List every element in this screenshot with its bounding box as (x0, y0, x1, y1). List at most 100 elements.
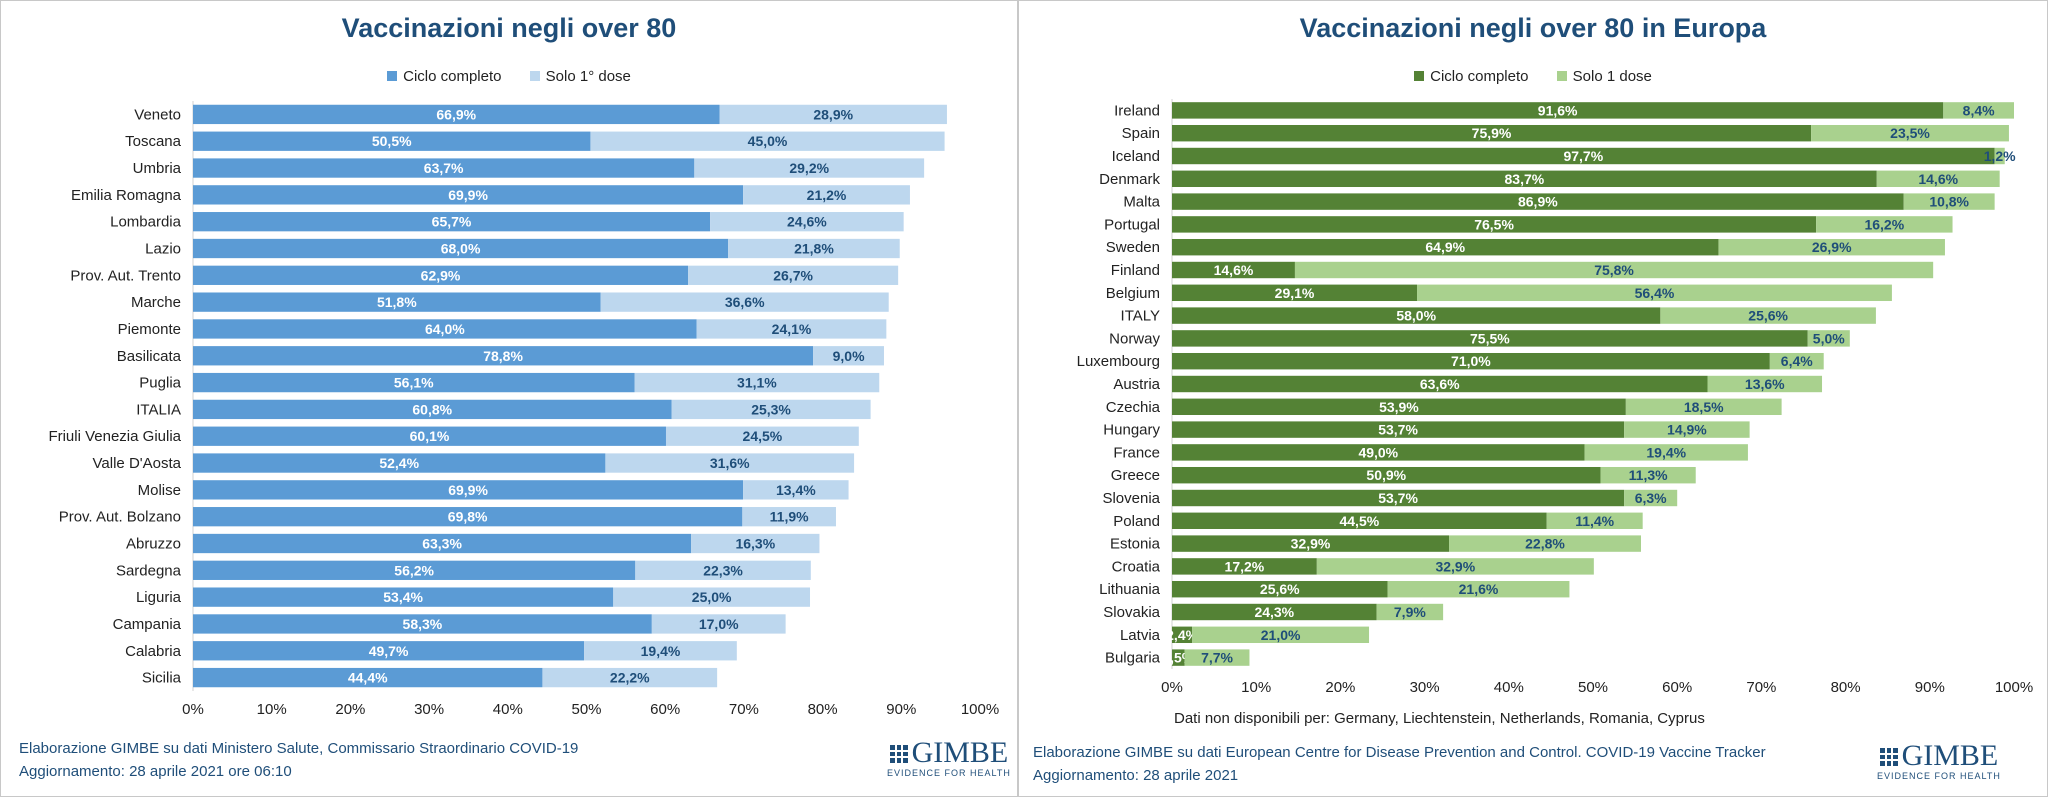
category-label-calabria: Calabria (125, 643, 182, 660)
chart-legend: Ciclo completo Solo 1 dose (1019, 68, 2047, 85)
data-label-solo-1-dose-bulgaria: 7,7% (1201, 650, 1233, 666)
data-label-solo-1-dose-hungary: 14,9% (1667, 422, 1707, 438)
bar-ciclo-completo-norway (1172, 330, 1808, 347)
bar-solo-1-dose-prov-aut-trento (688, 265, 899, 285)
x-tick-label: 60% (650, 701, 680, 718)
x-tick-label: 90% (886, 701, 916, 718)
category-label-latvia: Latvia (1120, 627, 1161, 644)
footer-update: Aggiornamento: 28 aprile 2021 (1033, 767, 1239, 784)
bar-solo-1-dose-piemonte (696, 319, 887, 339)
category-label-sardegna: Sardegna (116, 562, 182, 579)
bar-solo-1-dose-marche (600, 292, 889, 312)
data-label-solo-1-dose-friuli-venezia-giulia: 24,5% (743, 428, 783, 444)
data-label-solo-1-dose-luxembourg: 6,4% (1781, 353, 1813, 369)
bar-ciclo-completo-iceland (1172, 147, 1995, 165)
data-label-solo-1-dose-sicilia: 22,2% (610, 670, 650, 686)
bar-ciclo-completo-france (1172, 444, 1585, 461)
category-label-veneto: Veneto (134, 106, 181, 123)
bar-solo-1-dose-norway (1807, 330, 1850, 347)
bar-solo-1-dose-italia (671, 399, 871, 420)
bar-ciclo-completo-prov-aut-trento (193, 265, 689, 285)
bar-ciclo-completo-friuli-venezia-giulia (193, 426, 666, 446)
category-label-slovakia: Slovakia (1103, 604, 1160, 621)
data-label-ciclo-completo-ireland: 91,6% (1538, 102, 1578, 118)
bar-solo-1-dose-latvia (1192, 626, 1370, 644)
x-tick-label: 20% (335, 701, 365, 718)
category-label-basilicata: Basilicata (117, 348, 182, 365)
x-tick-label: 60% (1662, 679, 1692, 696)
bar-ciclo-completo-latvia (1172, 626, 1193, 644)
bar-ciclo-completo-portugal (1172, 216, 1817, 233)
data-label-ciclo-completo-croatia: 17,2% (1225, 558, 1265, 574)
bar-solo-1-dose-toscana (590, 131, 945, 151)
legend-label: Solo 1 dose (1572, 68, 1652, 85)
bar-solo-1-dose-liguria (613, 587, 811, 607)
data-label-ciclo-completo-campania: 58,3% (403, 616, 443, 632)
category-label-umbria: Umbria (133, 160, 182, 177)
bar-solo-1-dose-malta (1903, 193, 1995, 210)
data-label-solo-1-dose-valle-d-aosta: 31,6% (710, 455, 750, 471)
bar-solo-1-dose-croatia (1316, 558, 1594, 575)
bar-solo-1-dose-basilicata (813, 346, 884, 366)
bar-solo-1-dose-austria (1707, 375, 1823, 393)
data-label-ciclo-completo-italy: 58,0% (1396, 308, 1436, 324)
data-label-ciclo-completo-umbria: 63,7% (424, 160, 464, 176)
data-label-solo-1-dose-norway: 5,0% (1813, 330, 1845, 346)
data-label-ciclo-completo-lazio: 68,0% (441, 241, 481, 257)
legend-item-ciclo-completo: Ciclo completo (387, 68, 501, 85)
data-label-solo-1-dose-denmark: 14,6% (1918, 171, 1958, 187)
data-label-ciclo-completo-slovenia: 53,7% (1378, 490, 1418, 506)
bar-solo-1-dose-hungary (1624, 421, 1750, 438)
bar-solo-1-dose-umbria (694, 158, 925, 178)
chart-title: Vaccinazioni negli over 80 in Europa (1299, 13, 1767, 43)
bar-solo-1-dose-france (1584, 444, 1748, 461)
bar-solo-1-dose-friuli-venezia-giulia (665, 426, 859, 446)
data-label-ciclo-completo-poland: 44,5% (1339, 513, 1379, 529)
x-tick-label: 0% (1161, 679, 1183, 696)
bar-ciclo-completo-calabria (193, 641, 585, 661)
bar-solo-1-dose-denmark (1876, 170, 2000, 188)
bar-ciclo-completo-puglia (193, 372, 635, 393)
data-label-ciclo-completo-emilia-romagna: 69,9% (448, 187, 488, 203)
data-label-ciclo-completo-puglia: 56,1% (394, 375, 434, 391)
category-label-malta: Malta (1123, 194, 1160, 211)
bar-solo-1-dose-iceland (1994, 147, 2005, 165)
legend-label: Solo 1° dose (545, 68, 631, 85)
data-label-ciclo-completo-lombardia: 65,7% (432, 214, 472, 230)
category-label-emilia-romagna: Emilia Romagna (71, 187, 182, 204)
data-label-solo-1-dose-sardegna: 22,3% (703, 562, 743, 578)
data-label-solo-1-dose-ireland: 8,4% (1963, 102, 1995, 118)
bar-ciclo-completo-poland (1172, 512, 1547, 530)
bar-ciclo-completo-finland (1172, 261, 1295, 279)
x-tick-label: 0% (182, 701, 204, 718)
bar-ciclo-completo-denmark (1172, 170, 1877, 188)
category-label-marche: Marche (131, 294, 181, 311)
bar-solo-1-dose-slovenia (1624, 489, 1678, 507)
bar-ciclo-completo-umbria (193, 158, 695, 178)
bar-solo-1-dose-greece (1600, 466, 1696, 484)
category-label-sweden: Sweden (1106, 239, 1160, 256)
category-label-hungary: Hungary (1103, 422, 1160, 439)
category-label-italia: ITALIA (136, 401, 181, 418)
gimbe-logo: GIMBE EVIDENCE FOR HEALTH (887, 738, 1011, 779)
x-tick-label: 90% (1915, 679, 1945, 696)
data-label-solo-1-dose-prov-aut-trento: 26,7% (773, 267, 813, 283)
data-label-solo-1-dose-belgium: 56,4% (1635, 285, 1675, 301)
chart-footer: Elaborazione GIMBE su dati Ministero Sal… (19, 737, 578, 783)
category-label-belgium: Belgium (1106, 285, 1160, 302)
bar-ciclo-completo-czechia (1172, 398, 1626, 416)
category-label-portugal: Portugal (1104, 216, 1160, 233)
data-label-ciclo-completo-norway: 75,5% (1470, 330, 1510, 346)
footer-update: Aggiornamento: 28 aprile 2021 ore 06:10 (19, 763, 292, 780)
data-label-ciclo-completo-sweden: 64,9% (1425, 239, 1465, 255)
category-label-campania: Campania (113, 616, 182, 633)
chart-footer: Elaborazione GIMBE su dati European Cent… (1033, 741, 1766, 787)
bar-ciclo-completo-belgium (1172, 284, 1418, 302)
bar-solo-1-dose-lithuania (1387, 580, 1570, 598)
data-label-solo-1-dose-prov-aut-bolzano: 11,9% (770, 509, 809, 525)
bar-solo-1-dose-puglia (634, 372, 880, 393)
bar-solo-1-dose-sweden (1718, 238, 1945, 256)
data-label-solo-1-dose-marche: 36,6% (725, 294, 765, 310)
missing-data-note: Dati non disponibili per: Germany, Liech… (1174, 710, 1705, 727)
bar-solo-1-dose-portugal (1816, 216, 1953, 233)
